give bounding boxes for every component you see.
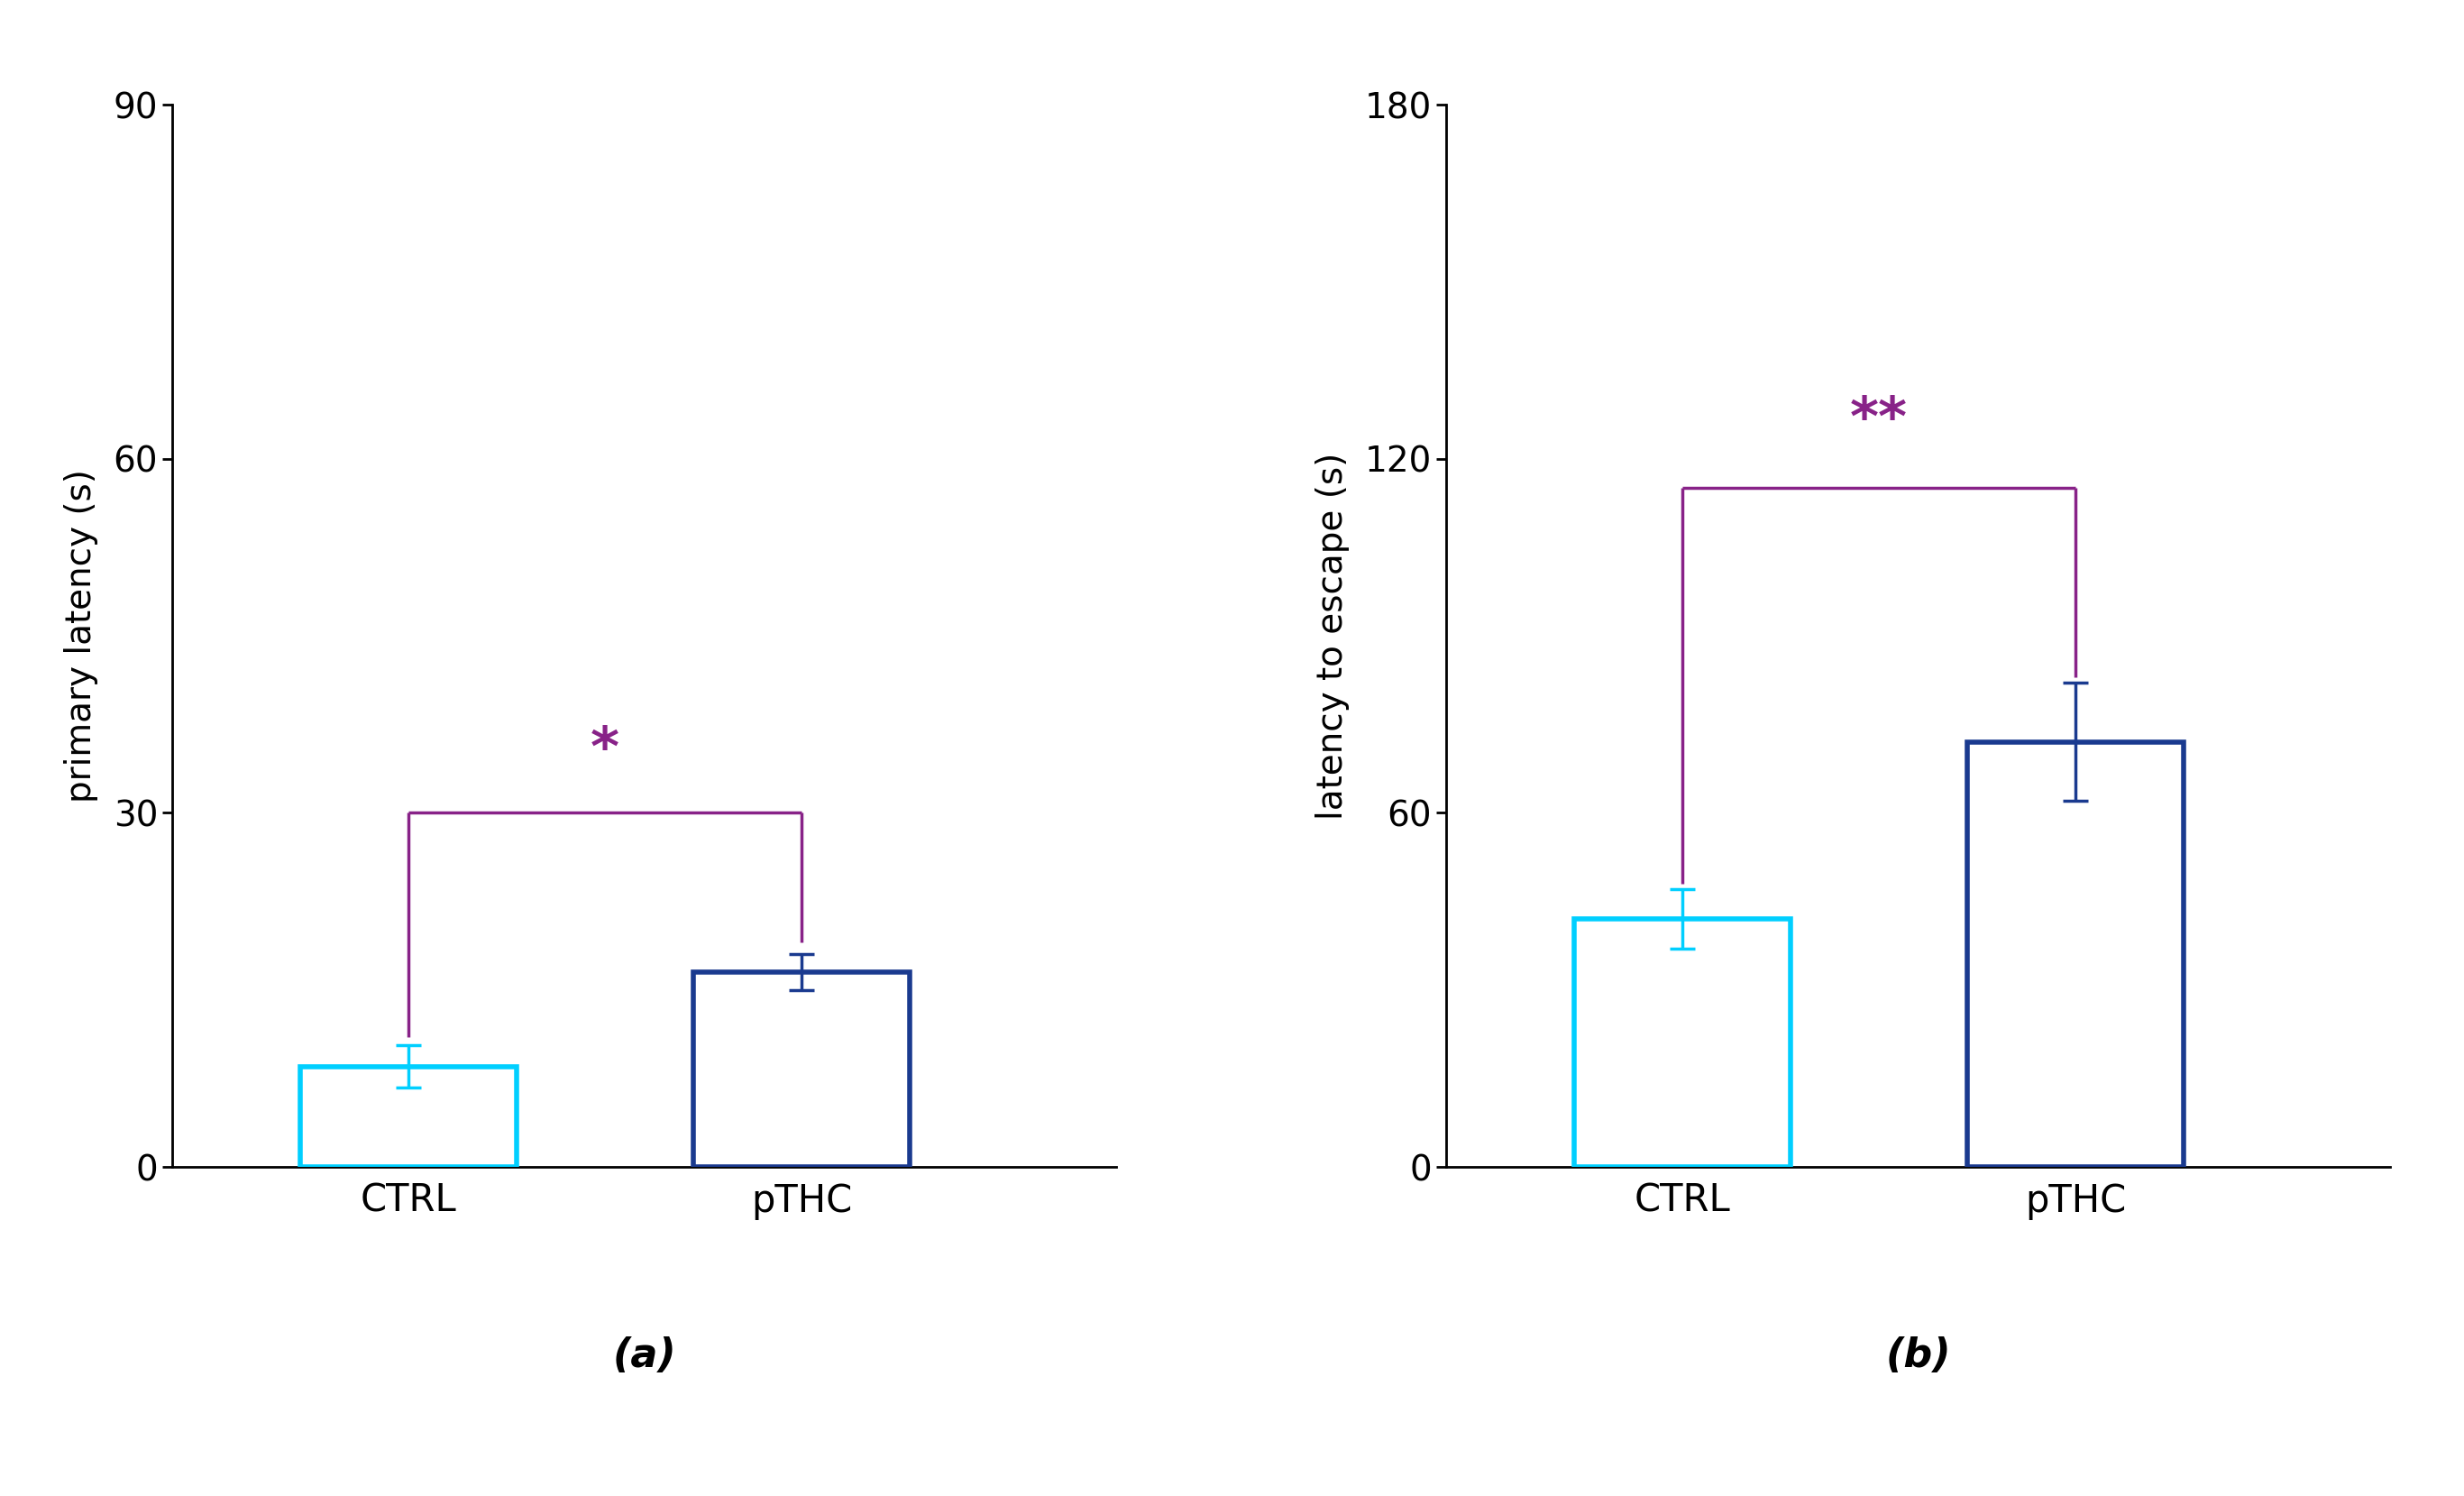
Bar: [692, 972, 909, 1167]
Bar: [1574, 919, 1791, 1167]
Y-axis label: primary latency (s): primary latency (s): [64, 470, 99, 802]
Bar: [1966, 742, 2183, 1167]
Y-axis label: latency to escape (s): latency to escape (s): [1316, 452, 1350, 820]
Text: *: *: [591, 724, 618, 778]
Text: **: **: [1850, 393, 1907, 447]
Text: (b): (b): [1885, 1337, 1951, 1376]
Bar: [301, 1067, 517, 1167]
Text: (a): (a): [614, 1337, 675, 1376]
